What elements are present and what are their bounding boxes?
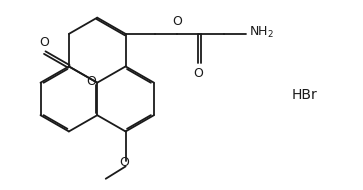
Text: O: O: [39, 36, 49, 49]
Text: NH$_2$: NH$_2$: [249, 25, 274, 40]
Text: O: O: [86, 75, 96, 88]
Text: O: O: [172, 16, 182, 28]
Text: O: O: [120, 155, 130, 169]
Text: HBr: HBr: [291, 88, 317, 102]
Text: O: O: [193, 67, 203, 80]
